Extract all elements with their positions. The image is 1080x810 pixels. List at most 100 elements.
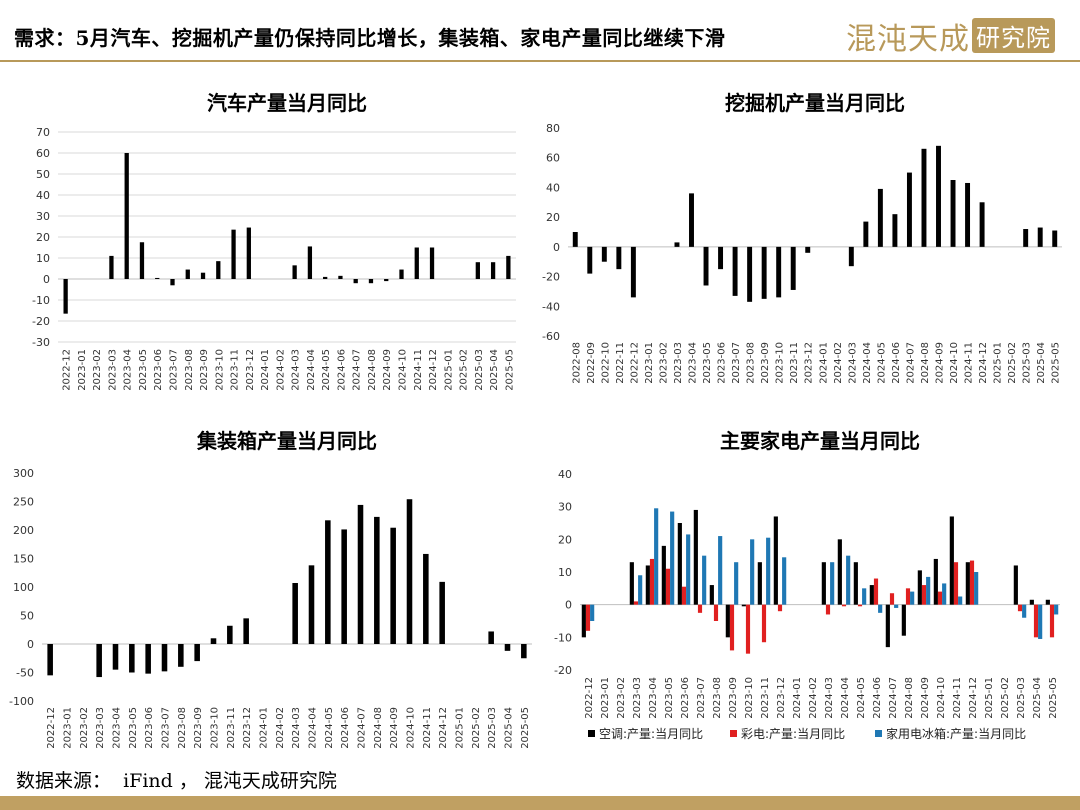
appliance-bar-2024-11-s0 xyxy=(949,516,954,605)
x-tick-label: 2023-11 xyxy=(226,707,237,749)
x-tick-label: 2023-04 xyxy=(688,342,699,384)
x-tick-label: 2024-10 xyxy=(406,707,417,749)
logo-main-text: 混沌天成 xyxy=(846,22,970,57)
appliance-chart-svg: 主要家电产量当月同比 -20 -10 0 10 20 30 40 2022-12 2023-01 2… xyxy=(554,429,1060,741)
appliance-bar-2023-11-s2 xyxy=(766,537,771,605)
x-tick-label: 2024-12 xyxy=(428,349,439,391)
auto-bar-2025-03 xyxy=(475,262,480,279)
x-tick-label: 2025-02 xyxy=(1000,677,1011,719)
x-tick-label: 2023-08 xyxy=(712,677,723,719)
appliance-bar-2025-04-s0 xyxy=(1029,599,1034,605)
x-tick-label: 2023-07 xyxy=(169,349,180,391)
excavator-bar-2023-12 xyxy=(805,246,811,253)
auto-bar-2024-04 xyxy=(307,246,313,279)
y-tick-label: 250 xyxy=(13,496,34,509)
appliance-bar-2024-06-s2 xyxy=(878,604,883,613)
x-tick-label: 2024-02 xyxy=(808,677,819,719)
x-tick-label: 2024-04 xyxy=(308,707,319,749)
x-tick-label: 2025-01 xyxy=(455,707,466,749)
y-tick-label: 60 xyxy=(36,147,50,160)
x-tick-label: 2024-10 xyxy=(949,342,960,384)
x-tick-label: 2022-12 xyxy=(629,342,640,384)
x-tick-label: 2023-12 xyxy=(804,342,815,384)
x-tick-label: 2023-08 xyxy=(746,342,757,384)
excavator-bar-2023-10 xyxy=(776,246,782,298)
appliance-bar-2024-06-s1 xyxy=(873,578,879,605)
auto-bar-2023-12 xyxy=(246,227,251,279)
auto-bar-2024-12 xyxy=(429,247,435,279)
x-tick-label: 2025-03 xyxy=(1016,677,1027,719)
legend-label: 空调:产量:当月同比 xyxy=(599,727,703,741)
x-tick-label: 2025-04 xyxy=(504,707,515,749)
auto-bar-2023-10 xyxy=(216,261,221,279)
appliance-bar-2024-03-s0 xyxy=(821,562,826,605)
appliance-bar-2024-08-s0 xyxy=(901,604,906,636)
appliance-bar-2024-03-s2 xyxy=(830,562,835,605)
x-tick-label: 2024-10 xyxy=(936,677,947,719)
excavator-bar-2023-04 xyxy=(689,193,694,247)
x-tick-label: 2025-03 xyxy=(474,349,485,391)
excavator-bar-2024-06 xyxy=(892,214,898,247)
excavator-bar-2022-11 xyxy=(616,246,622,270)
x-tick-label: 2023-09 xyxy=(199,349,210,391)
container-bar-2023-09 xyxy=(194,644,200,662)
x-tick-label: 2023-07 xyxy=(696,677,707,719)
appliance-bar-2024-10-s1 xyxy=(937,591,943,605)
x-tick-label: 2023-09 xyxy=(728,677,739,719)
y-tick-label: 20 xyxy=(558,533,572,546)
appliance-bar-2024-06-s0 xyxy=(869,585,874,605)
appliance-bar-2023-04-s1 xyxy=(649,558,655,605)
y-tick-label: 60 xyxy=(546,152,560,165)
x-tick-label: 2024-02 xyxy=(833,342,844,384)
y-tick-label: 0 xyxy=(565,599,572,612)
appliance-bar-2025-05-s2 xyxy=(1054,604,1059,615)
x-tick-label: 2023-11 xyxy=(760,677,771,719)
appliance-bar-2025-04-s2 xyxy=(1038,604,1043,639)
x-tick-label: 2024-03 xyxy=(824,677,835,719)
legend-item: 家用电冰箱:产量:当月同比 xyxy=(875,726,1026,741)
excavator-bar-2022-08 xyxy=(572,232,578,247)
y-tick-label: 30 xyxy=(558,501,572,514)
appliance-bar-2024-08-s2 xyxy=(910,591,915,605)
x-tick-label: 2025-01 xyxy=(443,349,454,391)
appliance-bar-2024-10-s0 xyxy=(933,558,938,605)
header-divider xyxy=(0,60,1080,62)
x-tick-label: 2025-05 xyxy=(504,349,515,391)
legend-swatch xyxy=(730,730,737,737)
appliance-bar-2023-09-s2 xyxy=(734,562,739,605)
x-tick-label: 2025-05 xyxy=(520,707,531,749)
appliance-bar-2023-12-s2 xyxy=(782,557,787,605)
appliance-bar-2025-05-s1 xyxy=(1049,604,1055,638)
x-tick-label: 2025-05 xyxy=(1051,342,1062,384)
appliance-bar-2024-05-s1 xyxy=(857,604,863,607)
excavator-bar-2023-09 xyxy=(761,246,767,299)
appliance-bar-2023-05-s0 xyxy=(661,545,666,605)
auto-bar-2022-12 xyxy=(63,279,68,314)
x-tick-label: 2022-10 xyxy=(600,342,611,384)
x-tick-label: 2025-03 xyxy=(1022,342,1033,384)
excavator-bar-2023-03 xyxy=(674,242,680,247)
appliance-bar-2023-08-s2 xyxy=(718,536,723,605)
container-bar-2024-11 xyxy=(423,553,429,644)
chart-excavator: 挖掘机产量当月同比 -60 -40 -20 0 20 40 60 80 2022-08 2022-0… xyxy=(540,62,1080,402)
appliance-bar-2023-06-s0 xyxy=(677,523,682,605)
container-bar-2025-03 xyxy=(488,631,494,644)
x-tick-label: 2023-06 xyxy=(717,342,728,384)
y-tick-label: 50 xyxy=(36,168,50,181)
x-tick-label: 2024-01 xyxy=(259,707,270,749)
excavator-bar-2024-07 xyxy=(906,172,912,247)
logo-badge: 研究院 xyxy=(972,18,1055,53)
y-tick-label: 20 xyxy=(36,231,50,244)
x-tick-label: 2023-06 xyxy=(153,349,164,391)
x-tick-label: 2024-09 xyxy=(382,349,393,391)
appliance-bar-2025-03-s2 xyxy=(1022,604,1027,618)
x-tick-label: 2024-03 xyxy=(291,349,302,391)
x-tick-label: 2023-01 xyxy=(644,342,655,384)
appliance-bar-2023-08-s0 xyxy=(709,585,714,605)
appliance-bar-2024-07-s0 xyxy=(885,604,890,648)
appliance-bar-2023-03-s0 xyxy=(629,562,634,605)
appliance-bar-2023-11-s1 xyxy=(761,604,767,643)
y-tick-label: 40 xyxy=(36,189,50,202)
appliance-bar-2024-09-s2 xyxy=(926,576,931,605)
excavator-bar-2024-04 xyxy=(863,221,869,247)
